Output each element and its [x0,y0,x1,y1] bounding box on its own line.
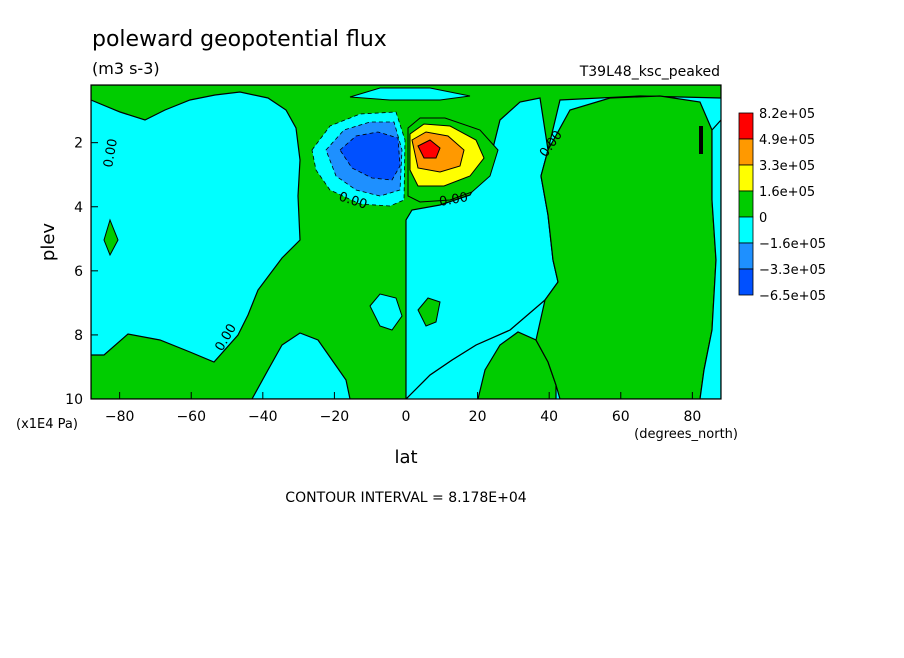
x-tick-label: −60 [176,409,206,425]
x-axis-label: lat [394,447,417,468]
field-region-cyan-far-right [699,119,721,399]
x-tick-label: 0 [402,409,411,425]
y-tick-label: 6 [74,264,83,280]
colorbar-swatch [738,190,754,218]
field-island-cyan-center [369,293,403,331]
field-island-green-left [103,218,119,257]
contour-label: 0.00 [438,190,469,210]
y-tick-label: 4 [74,200,83,216]
field-region-green-right [535,95,717,399]
field-region-cyan-bottom-mid [251,332,351,399]
colorbar-label: 3.3e+05 [759,159,815,174]
colorbar-label: 4.9e+05 [759,133,815,148]
x-axis-ticks: −80 −60 −40 −20 0 20 40 60 80 [105,392,701,425]
colorbar: 8.2e+05 4.9e+05 3.3e+05 1.6e+05 0 −1.6e+05 −3.… [738,107,826,304]
negative-core [311,111,406,207]
chart-title: poleward geopotential flux [92,27,387,52]
field-top-strip [349,87,471,101]
y-axis-ticks: 2 4 6 8 10 [65,136,98,408]
colorbar-swatch [738,216,754,244]
x-tick-label: 40 [540,409,558,425]
field-region-cyan-left [91,91,301,363]
colorbar-label: 1.6e+05 [759,185,815,200]
x-tick-label: 80 [683,409,701,425]
y-tick-label: 10 [65,392,83,408]
contour-label: 0.00 [101,138,121,169]
x-tick-label: 60 [612,409,630,425]
colorbar-swatch [738,268,754,296]
field-blip-right [699,126,703,154]
colorbar-label: −1.6e+05 [759,237,826,252]
y-units-label: (x1E4 Pa) [16,417,78,432]
contour-interval-text: CONTOUR INTERVAL = 8.178E+04 [285,490,526,506]
colorbar-label: 0 [759,211,767,226]
plot-area: 0.00 0.00 0.00 0.00 0.00 −80 −60 −40 −20 0 20… [65,84,722,425]
y-axis-label: plev [38,223,59,262]
colorbar-swatch [738,242,754,270]
y-tick-label: 8 [74,328,83,344]
y-tick-label: 2 [74,136,83,152]
chart-subtitle: (m3 s-3) [92,59,160,78]
experiment-label: T39L48_ksc_peaked [579,64,720,80]
x-tick-label: 20 [469,409,487,425]
colorbar-swatch [738,138,754,166]
colorbar-label: 8.2e+05 [759,107,815,122]
colorbar-swatch [738,164,754,192]
positive-core [407,117,499,203]
x-units-label: (degrees_north) [634,427,738,442]
x-tick-label: −20 [320,409,350,425]
colorbar-label: −3.3e+05 [759,263,826,278]
x-tick-label: −80 [105,409,135,425]
colorbar-label: −6.5e+05 [759,289,826,304]
field-island-green-center [417,297,441,327]
x-tick-label: −40 [248,409,278,425]
colorbar-swatch [738,112,754,140]
